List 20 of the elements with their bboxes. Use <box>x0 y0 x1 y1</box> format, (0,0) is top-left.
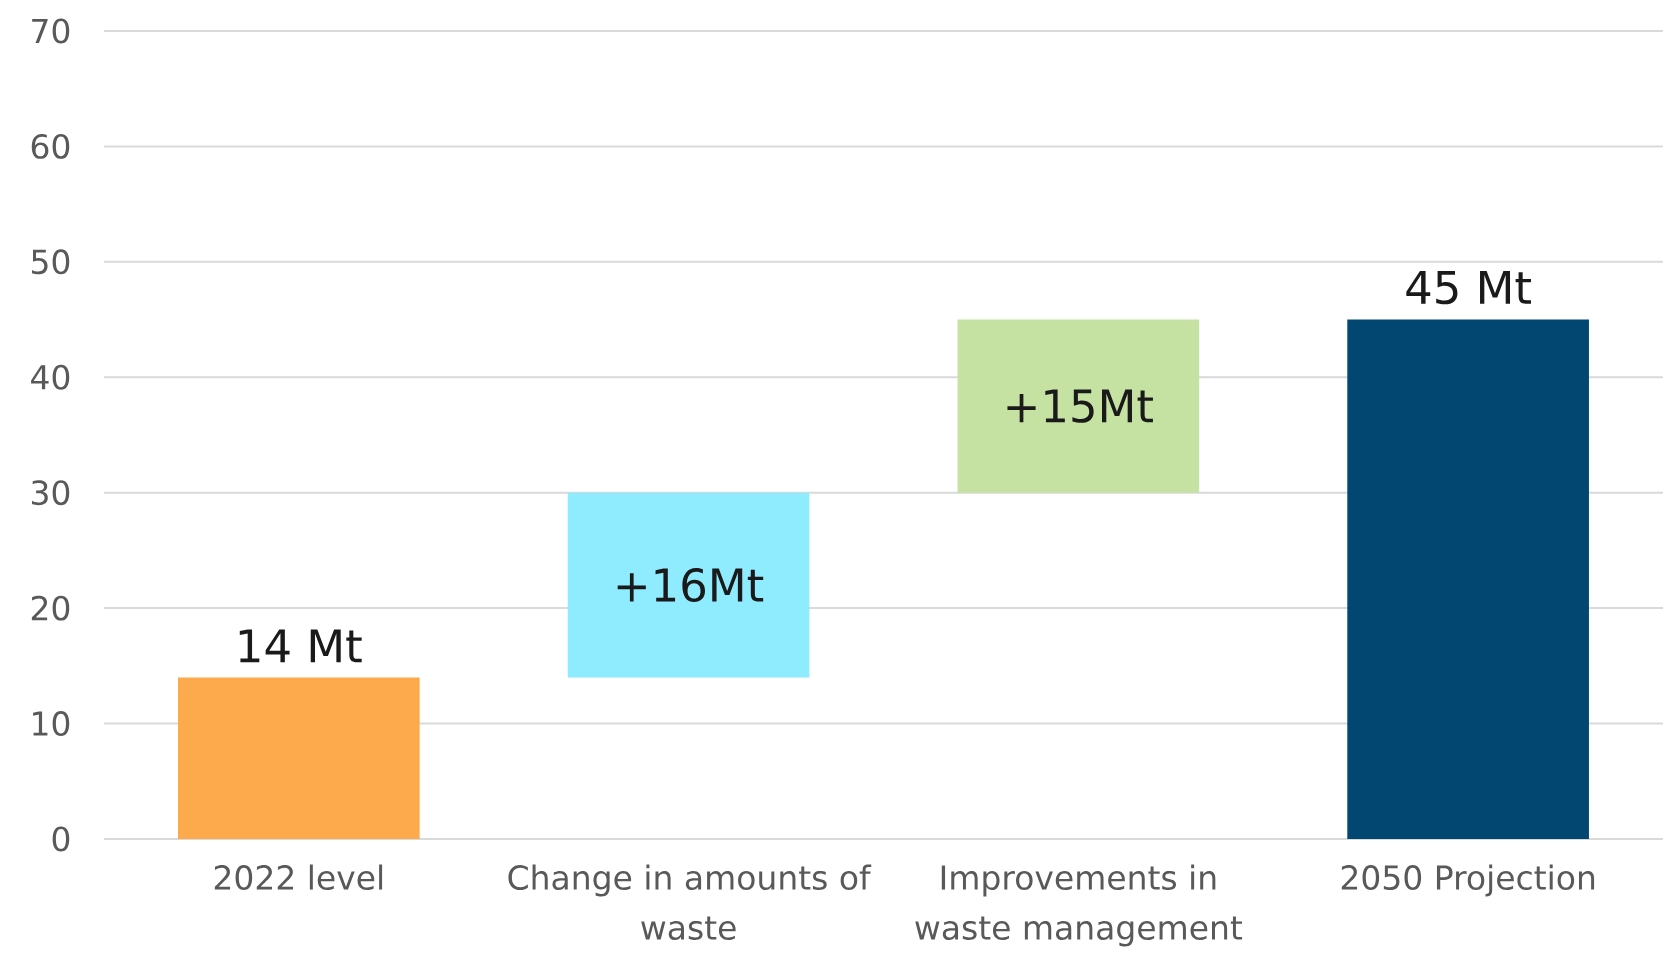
y-tick-label: 0 <box>52 826 70 852</box>
bar <box>567 492 810 678</box>
data-label: +16Mt <box>617 567 764 602</box>
bar <box>178 677 420 839</box>
y-tick-label: 30 <box>31 480 70 505</box>
x-tick-label: Improvements in waste management <box>915 864 1243 947</box>
x-tick-label: 2022 level <box>214 864 383 890</box>
y-tick-label: 50 <box>32 249 70 275</box>
y-tick-label: 60 <box>31 133 70 159</box>
bar <box>957 319 1200 493</box>
x-tick-label: 2050 Projection <box>1341 864 1595 897</box>
bar <box>1347 319 1589 839</box>
data-label: +15Mt <box>1007 389 1153 423</box>
y-tick-label: 40 <box>31 364 70 390</box>
y-tick-label: 10 <box>33 710 70 736</box>
data-label: 45 Mt <box>1406 270 1531 305</box>
y-tick-label: 20 <box>31 595 70 621</box>
data-label: 14 Mt <box>239 629 362 662</box>
y-tick-label: 70 <box>32 18 70 44</box>
x-tick-label: Change in amounts of waste <box>508 864 872 940</box>
